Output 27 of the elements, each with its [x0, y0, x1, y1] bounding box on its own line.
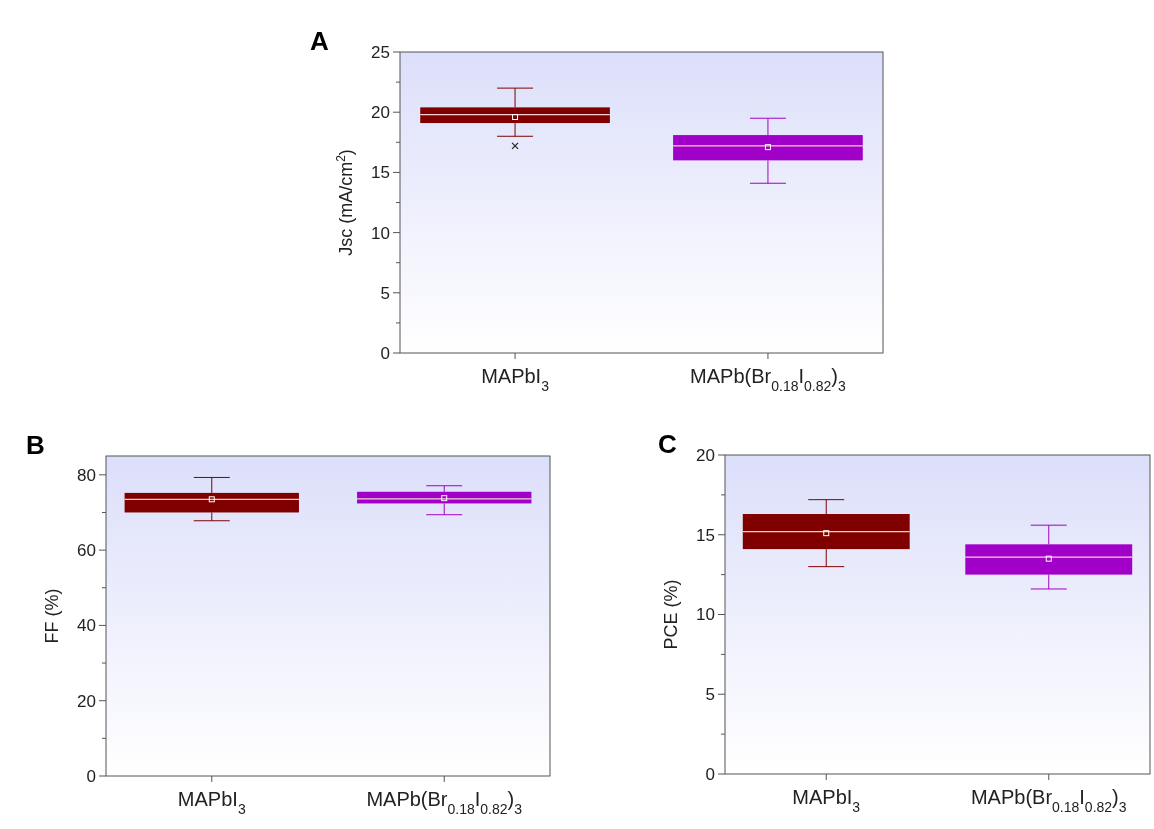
y-tick-label: 0 — [380, 343, 390, 363]
y-tick-label: 15 — [696, 525, 715, 545]
chart-title: A — [310, 26, 329, 56]
y-tick-label: 40 — [77, 616, 96, 636]
x-tick-label: MAPb(Br$_{0.18}$I$_{0.82}$)$_{3}$ — [970, 786, 1127, 815]
chart-title: B — [26, 430, 45, 460]
x-tick-label: MAPbI$_{3}$ — [792, 786, 861, 815]
y-tick-label: 10 — [696, 605, 715, 625]
y-axis-title: FF (%) — [42, 588, 62, 644]
y-tick-label: 80 — [77, 465, 96, 485]
y-tick-label: 10 — [371, 223, 390, 243]
y-tick-label: 15 — [371, 163, 390, 183]
y-tick-label: 5 — [380, 283, 390, 303]
chart-title: C — [658, 429, 677, 459]
y-tick-label: 60 — [77, 541, 96, 561]
y-tick-label: 5 — [705, 685, 715, 705]
y-tick-label: 0 — [86, 766, 96, 786]
y-tick-label: 20 — [696, 445, 715, 465]
x-tick-label: MAPb(Br$_{0.18}$I$_{0.82}$)$_{3}$ — [366, 788, 523, 817]
y-tick-label: 20 — [371, 103, 390, 123]
x-tick-label: MAPbI$_{3}$ — [481, 365, 550, 394]
x-tick-label: MAPb(Br$_{0.18}$I$_{0.82}$)$_{3}$ — [690, 365, 846, 394]
y-tick-label: 20 — [77, 691, 96, 711]
y-axis-title: PCE (%) — [661, 579, 681, 650]
y-tick-label: 25 — [371, 42, 390, 62]
y-tick-label: 0 — [705, 764, 715, 784]
x-tick-label: MAPbI$_{3}$ — [177, 788, 246, 817]
